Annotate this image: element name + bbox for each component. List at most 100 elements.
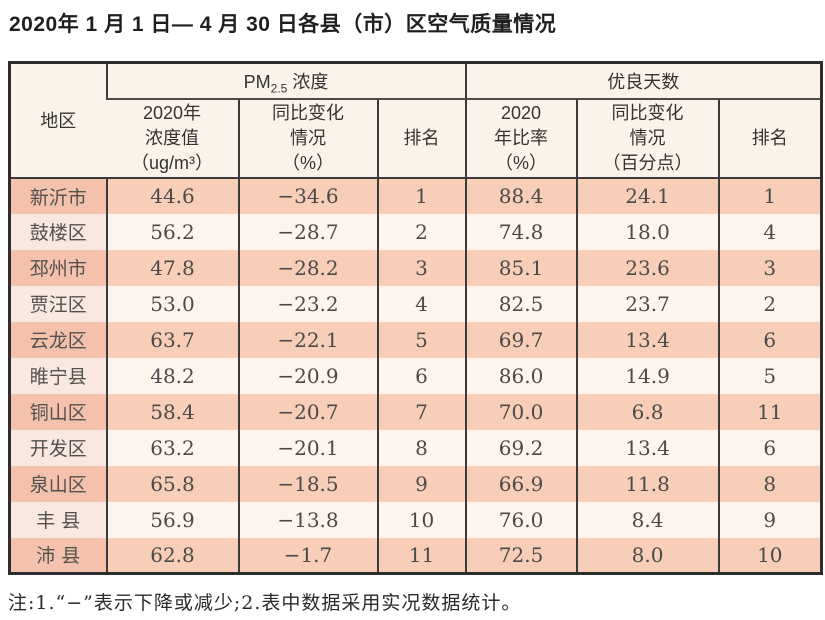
cell-region: 贾汪区 [9,285,107,322]
cell-pm-value: 62.8 [105,537,239,574]
cell-region: 新沂市 [9,177,107,214]
cell-pm-change: −20.9 [237,357,378,394]
cell-days-rate: 85.1 [464,249,577,286]
cell-pm-rank: 2 [376,213,466,250]
cell-days-change: 8.0 [575,537,719,574]
cell-pm-value: 63.7 [105,321,239,358]
header-pm-change: 同比变化 情况 （%） [237,98,378,179]
cell-days-change: 6.8 [575,393,719,430]
cell-pm-value: 48.2 [105,357,239,394]
cell-days-rank: 6 [717,321,822,358]
table-row: 开发区 63.2 −20.1 8 69.2 13.4 6 [9,429,822,466]
cell-days-rank: 3 [717,249,822,286]
sub-header-row: 2020年 浓度值 （ug/m³） 同比变化 情况 （%） 排名 2020 年比… [10,98,822,179]
cell-region: 铜山区 [9,393,107,430]
cell-days-rank: 5 [717,357,822,394]
cell-pm-value: 58.4 [105,393,239,430]
cell-region: 泉山区 [9,465,107,502]
cell-days-change: 23.6 [575,249,719,286]
header-days-rate: 2020 年比率 （%） [464,98,577,179]
pm25-subscript: 2.5 [270,81,288,96]
page-title: 2020年 1 月 1 日— 4 月 30 日各县（市）区空气质量情况 [9,13,557,36]
cell-region: 睢宁县 [9,357,107,394]
cell-days-change: 18.0 [575,213,719,250]
cell-pm-value: 44.6 [105,177,239,214]
air-quality-table: 地区 PM2.5 浓度 优良天数 2020年 浓度值 （ug/m³） 同比变化 … [8,61,824,575]
header-pm-value: 2020年 浓度值 （ug/m³） [106,98,239,179]
cell-days-rank: 10 [717,537,822,574]
footnote: 注:1.“−”表示下降或减少;2.表中数据采用实况数据统计。 [8,592,522,614]
cell-days-rate: 70.0 [464,393,577,430]
cell-days-rate: 74.8 [464,213,577,250]
table-row: 沛 县 62.8 −1.7 11 72.5 8.0 10 [9,537,822,574]
cell-region: 开发区 [9,429,107,466]
cell-pm-change: −20.1 [237,429,378,466]
cell-pm-rank: 4 [376,285,466,322]
cell-pm-change: −28.2 [237,249,378,286]
cell-days-rate: 66.9 [464,465,577,502]
cell-days-change: 13.4 [575,429,719,466]
table-row: 睢宁县 48.2 −20.9 6 86.0 14.9 5 [9,357,822,394]
table-row: 泉山区 65.8 −18.5 9 66.9 11.8 8 [9,465,822,502]
cell-days-rank: 2 [717,285,822,322]
cell-days-change: 8.4 [575,501,719,538]
cell-days-rate: 88.4 [464,177,577,214]
cell-pm-change: −1.7 [237,537,378,574]
cell-pm-rank: 3 [376,249,466,286]
cell-pm-value: 63.2 [105,429,239,466]
cell-pm-rank: 8 [376,429,466,466]
table-header: 地区 PM2.5 浓度 优良天数 2020年 浓度值 （ug/m³） 同比变化 … [9,62,822,179]
cell-pm-rank: 6 [376,357,466,394]
header-group-good-days: 优良天数 [464,62,822,100]
cell-days-rate: 72.5 [464,537,577,574]
pm25-suffix: 浓度 [287,71,329,92]
cell-pm-rank: 9 [376,465,466,502]
table-row: 云龙区 63.7 −22.1 5 69.7 13.4 6 [9,321,822,358]
header-days-change: 同比变化 情况 （百分点） [575,98,719,179]
cell-pm-rank: 10 [376,501,466,538]
cell-region: 邳州市 [9,249,107,286]
cell-days-rate: 69.2 [464,429,577,466]
table-row: 鼓楼区 56.2 −28.7 2 74.8 18.0 4 [9,213,822,250]
cell-days-change: 14.9 [575,357,719,394]
group-header-row: 地区 PM2.5 浓度 优良天数 [9,62,822,179]
cell-days-rate: 86.0 [464,357,577,394]
table-row: 邳州市 47.8 −28.2 3 85.1 23.6 3 [9,249,822,286]
header-pm-rank: 排名 [376,98,466,179]
cell-pm-rank: 7 [376,393,466,430]
header-days-rank: 排名 [717,98,822,179]
cell-days-rank: 9 [717,501,822,538]
cell-pm-rank: 11 [376,537,466,574]
cell-region: 鼓楼区 [9,213,107,250]
cell-region: 沛 县 [9,537,107,574]
cell-pm-change: −22.1 [237,321,378,358]
cell-pm-value: 56.2 [105,213,239,250]
cell-pm-rank: 5 [376,321,466,358]
cell-pm-value: 56.9 [105,501,239,538]
cell-pm-change: −18.5 [237,465,378,502]
pm25-prefix: PM [243,71,271,92]
cell-pm-change: −23.2 [237,285,378,322]
cell-days-change: 13.4 [575,321,719,358]
header-group-pm25: PM2.5 浓度 [105,62,466,100]
cell-region: 云龙区 [9,321,107,358]
cell-pm-change: −20.7 [237,393,378,430]
cell-days-rank: 8 [717,465,822,502]
cell-pm-change: −28.7 [237,213,378,250]
table-body: 新沂市 44.6 −34.6 1 88.4 24.1 1 鼓楼区 56.2 −2… [9,177,822,574]
cell-days-rank: 4 [717,213,822,250]
cell-days-change: 11.8 [575,465,719,502]
cell-days-rate: 69.7 [464,321,577,358]
cell-days-change: 23.7 [575,285,719,322]
cell-pm-change: −13.8 [237,501,378,538]
cell-days-change: 24.1 [575,177,719,214]
cell-pm-value: 65.8 [105,465,239,502]
cell-region: 丰 县 [9,501,107,538]
cell-pm-value: 47.8 [105,249,239,286]
table-row: 贾汪区 53.0 −23.2 4 82.5 23.7 2 [9,285,822,322]
cell-days-rate: 76.0 [464,501,577,538]
cell-days-rank: 11 [717,393,822,430]
table-row: 新沂市 44.6 −34.6 1 88.4 24.1 1 [9,177,822,214]
table-row: 丰 县 56.9 −13.8 10 76.0 8.4 9 [9,501,822,538]
